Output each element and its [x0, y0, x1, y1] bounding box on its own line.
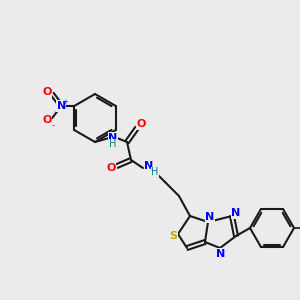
Text: O: O	[43, 115, 52, 125]
Text: N: N	[57, 101, 66, 111]
Text: N: N	[216, 249, 226, 259]
Text: O: O	[106, 163, 116, 173]
Text: N: N	[231, 208, 241, 218]
Text: H: H	[109, 139, 117, 149]
Text: N: N	[108, 133, 118, 143]
Text: +: +	[62, 99, 68, 105]
Text: N: N	[144, 161, 154, 171]
Text: -: -	[52, 122, 55, 130]
Text: N: N	[206, 212, 214, 222]
Text: O: O	[43, 87, 52, 97]
Text: O: O	[136, 119, 146, 129]
Text: H: H	[151, 167, 159, 177]
Text: S: S	[169, 231, 177, 241]
